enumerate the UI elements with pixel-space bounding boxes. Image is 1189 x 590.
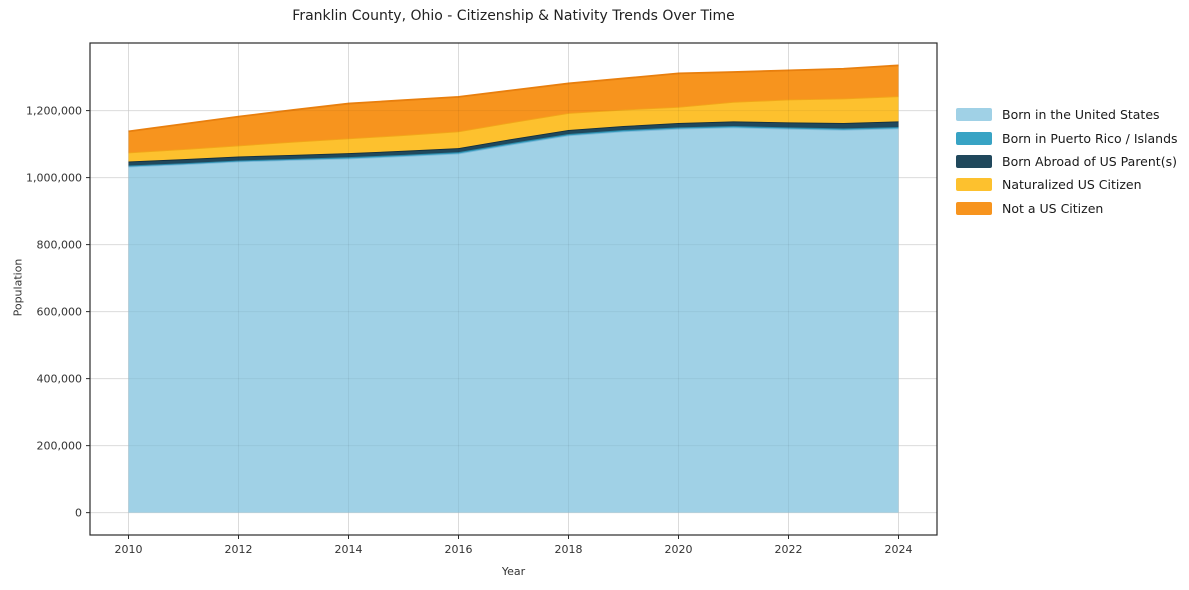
x-tick-label: 2018 [555,543,583,556]
x-tick-label: 2012 [225,543,253,556]
y-tick-label: 800,000 [37,238,83,251]
y-tick-label: 600,000 [37,305,83,318]
legend-swatch-naturalized-us-citizen [956,178,992,192]
legend-item-not-a-us-citizen: Not a US Citizen [956,197,1178,220]
legend-label-born-in-the-united-states: Born in the United States [1002,107,1160,123]
x-tick-label: 2020 [665,543,693,556]
legend-item-born-in-puerto-rico-islands: Born in Puerto Rico / Islands [956,126,1178,149]
chart-legend: Born in the United States Born in Puerto … [956,103,1178,220]
legend-label-born-in-puerto-rico-islands: Born in Puerto Rico / Islands [1002,130,1178,146]
gridlines-overlay [90,43,937,535]
legend-swatch-not-a-us-citizen [956,201,992,215]
x-tick-label: 2010 [115,543,143,556]
area-series [128,64,899,513]
y-tick-label: 1,000,000 [26,171,82,184]
x-tick-label: 2014 [335,543,363,556]
legend-swatch-born-in-puerto-rico-islands [956,131,992,145]
x-tick-label: 2024 [885,543,913,556]
area-born-in-the-united-states [128,127,899,513]
x-tick-label: 2022 [775,543,803,556]
plot-border [89,42,938,536]
x-tick-label: 2016 [445,543,473,556]
legend-swatch-born-in-the-united-states [956,108,992,122]
x-axis-label: Year [501,565,526,578]
legend-item-naturalized-us-citizen: Naturalized US Citizen [956,173,1178,196]
y-tick-label: 400,000 [37,372,83,385]
chart-title: Franklin County, Ohio - Citizenship & Na… [292,8,735,24]
legend-label-not-a-us-citizen: Not a US Citizen [1002,200,1104,216]
legend-item-born-in-the-united-states: Born in the United States [956,103,1178,126]
axes: 0 200,000 400,000 600,000 800,000 1,000,000 1,… [26,104,912,556]
y-tick-label: 200,000 [37,439,83,452]
legend-swatch-born-abroad-of-us-parent-s [956,154,992,168]
area-naturalized-us-citizen [128,96,899,162]
legend-label-naturalized-us-citizen: Naturalized US Citizen [1002,177,1142,193]
legend-item-born-abroad-of-us-parent-s: Born Abroad of US Parent(s) [956,150,1178,173]
y-tick-label: 1,200,000 [26,104,82,117]
legend-label-born-abroad-of-us-parent-s: Born Abroad of US Parent(s) [1002,153,1177,169]
y-tick-label: 0 [75,506,82,519]
area-not-a-us-citizen [128,65,899,153]
edge-not-a-us-citizen [128,64,899,133]
